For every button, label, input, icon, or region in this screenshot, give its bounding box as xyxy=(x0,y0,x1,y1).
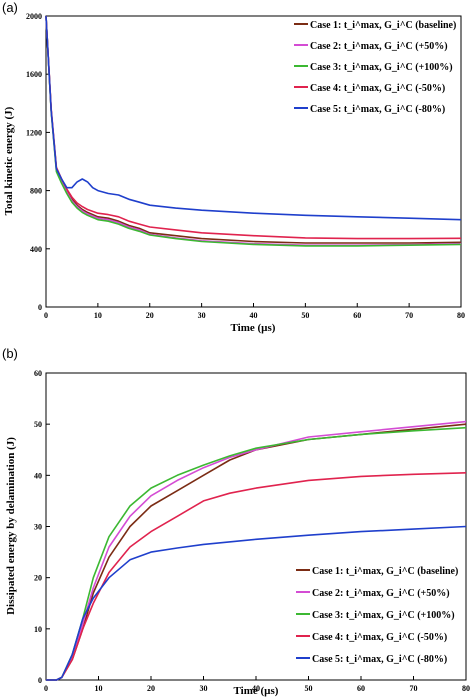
x-tick-label: 0 xyxy=(44,684,48,693)
x-axis-title-a: Time (µs) xyxy=(231,322,276,334)
legend-label-case-5: Case 5: t_i^max, G_i^C (-80%) xyxy=(310,104,445,115)
series-line-case-4 xyxy=(46,472,467,681)
y-axis-title-b: Dissipated energy by delamination (J) xyxy=(5,437,17,615)
legend-b: Case 1: t_i^max, G_i^C (baseline) Case 2:… xyxy=(296,566,458,665)
series-line-case-5 xyxy=(46,525,467,681)
x-tick-label: 60 xyxy=(353,311,361,320)
panel-label-b: (b) xyxy=(2,346,18,361)
y-tick-label: 20 xyxy=(34,574,42,583)
legend-label-case-4: Case 4: t_i^max, G_i^C (-50%) xyxy=(310,83,445,94)
y-tick-label: 10 xyxy=(34,625,42,634)
y-tick-label: 1200 xyxy=(26,128,42,137)
series-lines-a xyxy=(45,15,462,247)
chart-panel-a: (a) 0 10 20 30 40 50 60 70 80 0 400 800 1200 1600 200… xyxy=(2,0,465,334)
y-tick-label: 50 xyxy=(34,420,42,429)
x-tick-labels-a: 0 10 20 30 40 50 60 70 80 xyxy=(44,303,465,320)
x-tick-label: 0 xyxy=(44,311,48,320)
y-tick-label: 30 xyxy=(34,523,42,532)
series-line-case-5 xyxy=(45,15,462,221)
x-tick-label: 40 xyxy=(250,311,258,320)
legend-label-case-5: Case 5: t_i^max, G_i^C (-80%) xyxy=(312,654,447,665)
x-tick-label: 70 xyxy=(410,684,418,693)
series-line-case-3 xyxy=(45,15,462,247)
x-tick-labels-b: 0 10 20 30 40 50 60 70 80 xyxy=(44,676,470,693)
legend-label-case-1: Case 1: t_i^max, G_i^C (baseline) xyxy=(312,566,458,577)
x-tick-label: 50 xyxy=(301,311,309,320)
y-tick-label: 40 xyxy=(34,471,42,480)
x-tick-label: 50 xyxy=(305,684,313,693)
legend-label-case-1: Case 1: t_i^max, G_i^C (baseline) xyxy=(310,20,456,31)
x-tick-label: 40 xyxy=(252,684,260,693)
series-lines-b xyxy=(46,420,467,681)
y-tick-label: 60 xyxy=(34,369,42,378)
legend-label-case-2: Case 2: t_i^max, G_i^C (+50%) xyxy=(312,588,450,599)
y-axis-title-a: Total kinetic energy (J) xyxy=(3,106,15,215)
y-tick-label: 0 xyxy=(38,303,42,312)
legend-a: Case 1: t_i^max, G_i^C (baseline) Case 2:… xyxy=(294,20,456,115)
x-tick-label: 10 xyxy=(95,684,103,693)
x-tick-label: 80 xyxy=(462,684,470,693)
y-tick-label: 800 xyxy=(30,187,42,196)
chart-panel-b: (b) 0 10 20 30 40 50 60 70 80 0 10 20 30 40 50 60 Time… xyxy=(2,346,470,697)
x-tick-label: 60 xyxy=(357,684,365,693)
x-tick-label: 70 xyxy=(405,311,413,320)
x-tick-label: 30 xyxy=(200,684,208,693)
y-tick-label: 2000 xyxy=(26,12,42,21)
y-tick-label: 0 xyxy=(38,676,42,685)
legend-label-case-3: Case 3: t_i^max, G_i^C (+100%) xyxy=(310,62,453,73)
x-tick-label: 10 xyxy=(94,311,102,320)
y-tick-label: 1600 xyxy=(26,70,42,79)
x-tick-label: 30 xyxy=(198,311,206,320)
plot-frame-a xyxy=(45,15,462,308)
y-tick-labels-b: 0 10 20 30 40 50 60 xyxy=(34,369,50,685)
x-tick-label: 20 xyxy=(147,684,155,693)
y-tick-labels-a: 0 400 800 1200 1600 2000 xyxy=(26,12,50,312)
x-axis-title-b: Time (µs) xyxy=(234,685,279,697)
x-tick-label: 80 xyxy=(457,311,465,320)
legend-label-case-2: Case 2: t_i^max, G_i^C (+50%) xyxy=(310,41,448,52)
x-tick-label: 20 xyxy=(146,311,154,320)
y-tick-label: 400 xyxy=(30,245,42,254)
legend-label-case-4: Case 4: t_i^max, G_i^C (-50%) xyxy=(312,632,447,643)
legend-label-case-3: Case 3: t_i^max, G_i^C (+100%) xyxy=(312,610,455,621)
panel-label-a: (a) xyxy=(2,0,18,15)
